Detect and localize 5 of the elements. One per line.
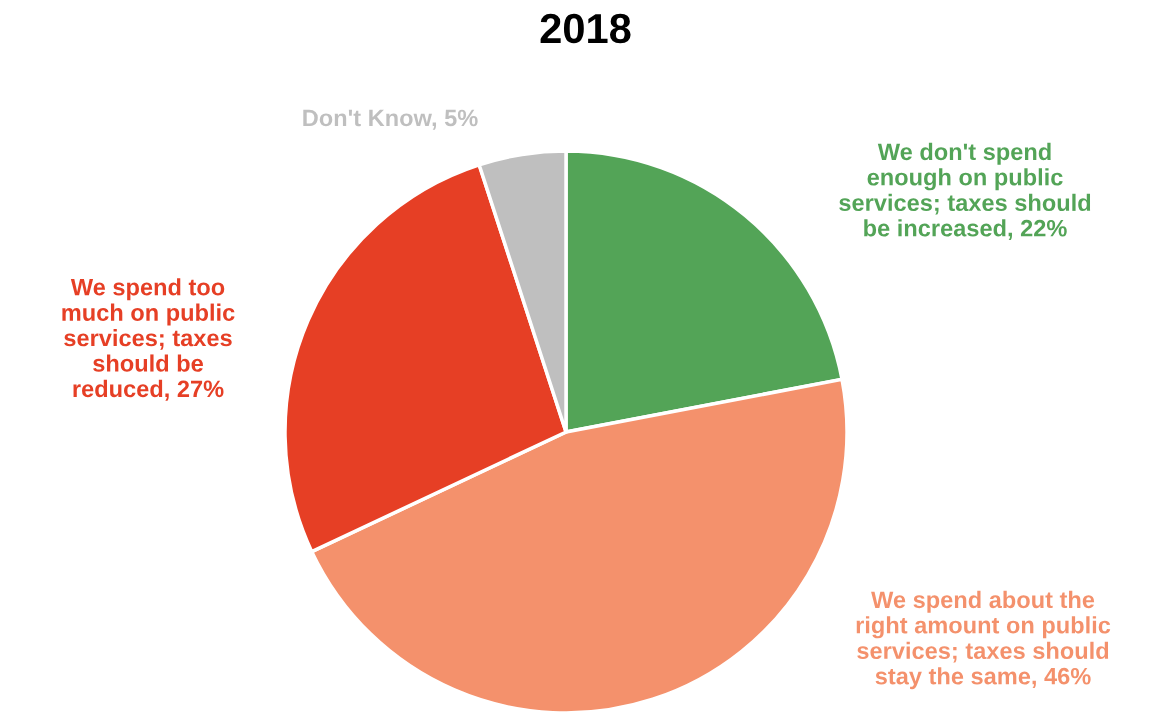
slice-label: We don't spend enough on public services; taxes should be increased, 22% [839, 142, 1091, 240]
slice-label: We spend about the right amount on public services; taxes should stay the same, 46% [856, 590, 1111, 690]
slice-label: Don't Know, 5% [303, 109, 478, 130]
slice-label: We spend too much on public services; taxes should be reduced, 27% [62, 278, 235, 401]
chart-title: 2018 [540, 13, 631, 44]
